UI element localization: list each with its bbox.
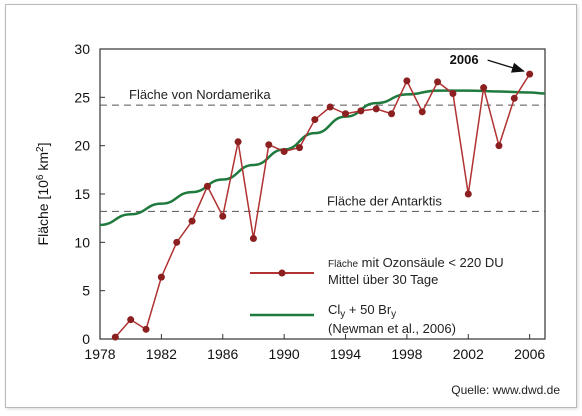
data-point [388, 110, 396, 118]
data-point [403, 77, 411, 85]
data-point [249, 234, 257, 242]
data-point [464, 190, 472, 198]
data-point [142, 325, 150, 333]
legend-label-area: Fläche mit Ozonsäule < 220 DU [328, 255, 504, 270]
y-tick-label: 20 [74, 138, 90, 154]
data-point [127, 316, 135, 324]
data-point [234, 138, 242, 146]
reference-line-label: Fläche der Antarktis [327, 193, 442, 208]
y-tick-label: 30 [74, 41, 90, 57]
y-tick-label: 5 [82, 283, 90, 299]
data-point [372, 105, 380, 113]
x-tick-label: 1998 [391, 346, 422, 362]
data-point [280, 147, 288, 155]
x-tick-label: 2002 [453, 346, 484, 362]
legend-marker-area [278, 269, 286, 277]
x-tick-label: 1986 [207, 346, 238, 362]
y-axis-label: Fläche [106 km2] [35, 143, 51, 246]
data-point [203, 182, 211, 190]
data-point [295, 144, 303, 152]
data-point [418, 108, 426, 116]
data-point [265, 141, 273, 149]
data-point [326, 103, 334, 111]
data-point [111, 333, 119, 341]
y-tick-label: 25 [74, 89, 90, 105]
data-point [495, 142, 503, 150]
series-line-area [114, 73, 531, 338]
x-tick-label: 2006 [514, 346, 545, 362]
reference-line-label: Fläche von Nordamerika [129, 87, 271, 102]
x-tick-label: 1978 [84, 346, 115, 362]
data-point [480, 84, 488, 92]
y-tick-label: 0 [82, 331, 90, 347]
x-tick-label: 1982 [146, 346, 177, 362]
series-line-cly [99, 89, 546, 227]
data-point [526, 70, 534, 78]
source-label: Quelle: www.dwd.de [451, 383, 560, 397]
data-point [510, 94, 518, 102]
data-point [219, 212, 227, 220]
legend-label-cly: Cly + 50 Bry [328, 302, 396, 320]
annotation-arrow [487, 59, 525, 73]
data-point [342, 110, 350, 118]
legend-label-cly-line2: (Newman et al., 2006) [328, 321, 456, 336]
x-tick-label: 1994 [330, 346, 361, 362]
annotation-label: 2006 [450, 52, 479, 67]
data-point [173, 238, 181, 246]
legend-label-area-line2: Mittel über 30 Tage [328, 272, 438, 287]
y-tick-label: 10 [74, 234, 90, 250]
data-point [157, 273, 165, 281]
data-point [434, 78, 442, 86]
y-tick-label: 15 [74, 186, 90, 202]
data-point [311, 116, 319, 124]
x-tick-label: 1990 [269, 346, 300, 362]
data-point [449, 89, 457, 97]
data-point [357, 107, 365, 115]
data-point [188, 217, 196, 225]
